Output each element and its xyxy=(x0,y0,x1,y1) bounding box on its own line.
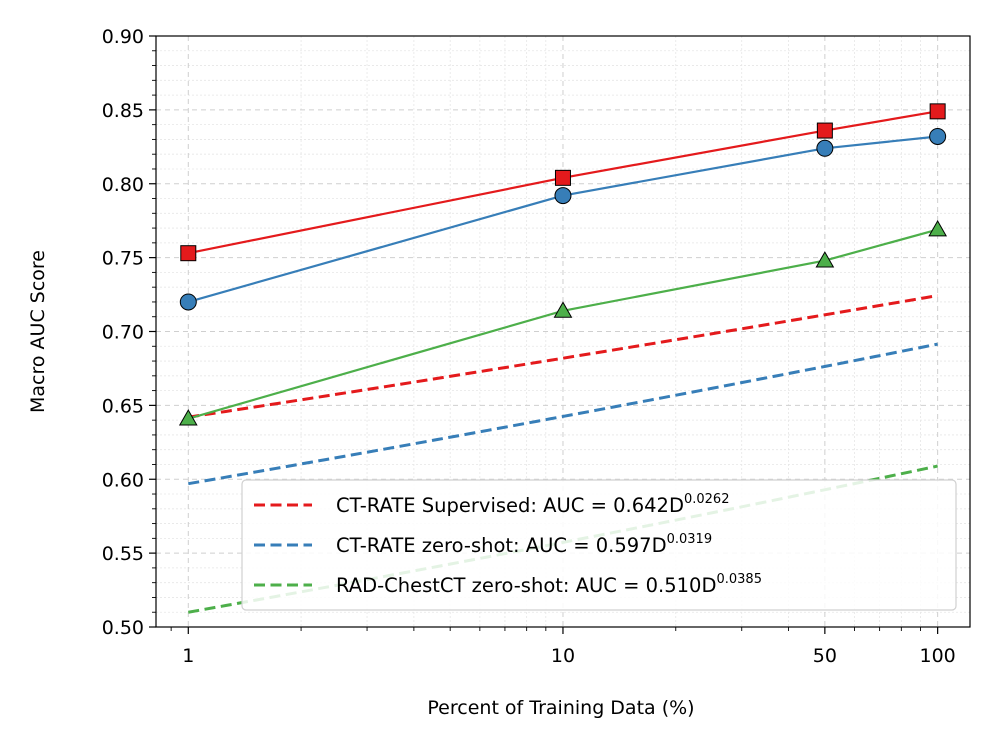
data-point-circle xyxy=(179,293,197,311)
y-tick-label: 0.70 xyxy=(102,322,144,344)
data-point-triangle xyxy=(553,301,573,318)
y-tick-label: 0.75 xyxy=(102,248,144,270)
y-axis-title: Macro AUC Score xyxy=(27,250,49,413)
series-1 xyxy=(187,135,938,486)
fit-curve-line xyxy=(188,294,938,419)
x-axis-title: Percent of Training Data (%) xyxy=(427,697,694,719)
fit-curve-line xyxy=(188,342,938,486)
series-markers-1 xyxy=(179,127,947,311)
series-markers-2 xyxy=(178,220,948,426)
data-point-square xyxy=(816,122,833,139)
series-line xyxy=(188,110,938,255)
legend-formula-text: RAD-ChestCT zero-shot: AUC = 0.510D xyxy=(336,574,716,597)
legend-box xyxy=(241,479,957,611)
legend-entry-label: CT-RATE Supervised: AUC = 0.642D0.0262 xyxy=(336,492,729,517)
series-markers-0 xyxy=(180,103,946,262)
legend-exponent: 0.0262 xyxy=(684,492,730,507)
legend-exponent: 0.0319 xyxy=(667,532,713,547)
x-tick-label: 10 xyxy=(551,645,575,667)
data-point-circle xyxy=(554,187,572,205)
series-line xyxy=(187,135,938,304)
y-tick-label: 0.85 xyxy=(102,100,144,122)
data-point-triangle xyxy=(815,251,835,268)
data-point-square xyxy=(554,169,571,186)
data-point-square xyxy=(180,245,197,262)
series-line xyxy=(187,228,938,420)
x-tick-label: 100 xyxy=(920,645,956,667)
legend-entry-label: RAD-ChestCT zero-shot: AUC = 0.510D0.038… xyxy=(336,572,762,597)
legend-formula-text: CT-RATE Supervised: AUC = 0.642D xyxy=(336,494,684,517)
data-point-circle xyxy=(816,139,834,157)
x-tick-label: 1 xyxy=(182,645,194,667)
legend-formula-text: CT-RATE zero-shot: AUC = 0.597D xyxy=(336,534,667,557)
legend-exponent: 0.0385 xyxy=(716,572,762,587)
x-axis: 1 10 50 100 xyxy=(170,627,956,667)
y-tick-label: 0.55 xyxy=(102,543,144,565)
data-point-square xyxy=(929,103,946,120)
series-0 xyxy=(188,110,938,419)
data-point-triangle xyxy=(928,220,948,237)
data-point-circle xyxy=(929,127,947,145)
y-tick-label: 0.50 xyxy=(102,617,144,639)
y-axis: 0.50 0.55 0.60 0.65 0.70 0.75 0.80 0.85 0.90 xyxy=(102,26,156,639)
x-tick-label: 50 xyxy=(813,645,837,667)
y-tick-label: 0.60 xyxy=(102,469,144,491)
y-tick-label: 0.90 xyxy=(102,26,144,48)
legend: CT-RATE Supervised: AUC = 0.642D0.0262CT… xyxy=(241,479,957,611)
data-point-triangle xyxy=(178,409,198,426)
y-tick-label: 0.65 xyxy=(102,395,144,417)
legend-entry-label: CT-RATE zero-shot: AUC = 0.597D0.0319 xyxy=(336,532,712,557)
y-tick-label: 0.80 xyxy=(102,174,144,196)
